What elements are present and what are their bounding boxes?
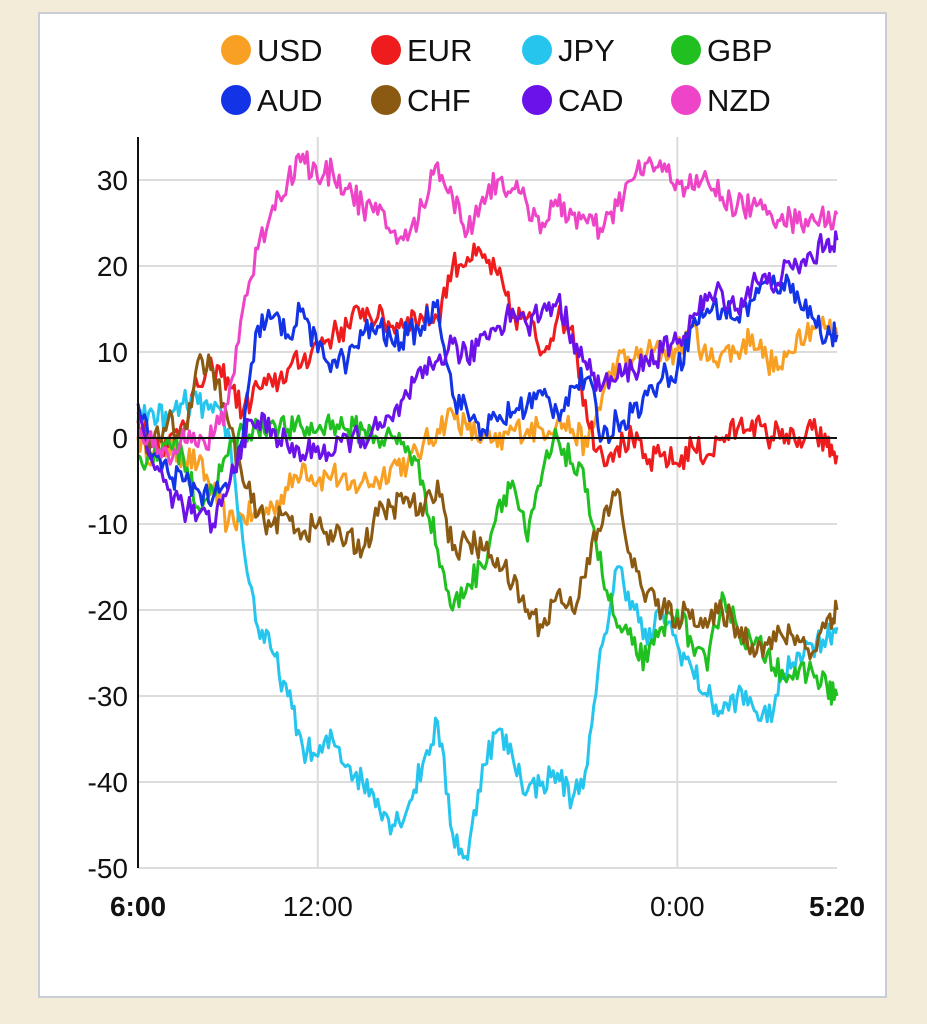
- y-tick-label: -20: [88, 595, 128, 626]
- legend-marker-aud: [221, 85, 251, 115]
- series-line-gbp: [137, 412, 839, 706]
- legend-label-usd: USD: [257, 33, 322, 68]
- legend-marker-gbp: [671, 35, 701, 65]
- legend-label-aud: AUD: [257, 83, 322, 118]
- legend-label-gbp: GBP: [707, 33, 772, 68]
- x-tick-label: 12:00: [283, 891, 353, 922]
- series-line-chf: [137, 353, 839, 661]
- y-tick-label: -30: [88, 681, 128, 712]
- axes: [137, 137, 837, 868]
- legend: USD EUR JPY GBP AUD CHF CAD NZD: [221, 33, 772, 118]
- series-line-aud: [136, 272, 839, 508]
- chart-card: [38, 12, 887, 998]
- series-line-eur: [136, 242, 839, 472]
- legend-marker-cad: [522, 85, 552, 115]
- y-tick-label: 20: [97, 251, 128, 282]
- y-tick-label: -50: [88, 853, 128, 884]
- y-tick-label: 30: [97, 165, 128, 196]
- y-tick-label: 10: [97, 337, 128, 368]
- x-tick-label: 0:00: [650, 891, 705, 922]
- x-tick-label: 6:00: [110, 891, 166, 922]
- y-tick-label: -10: [88, 509, 128, 540]
- x-tick-label: 5:20: [809, 891, 865, 922]
- legend-marker-usd: [221, 35, 251, 65]
- series-line-jpy: [136, 388, 839, 861]
- legend-marker-eur: [371, 35, 401, 65]
- y-tick-label: -40: [88, 767, 128, 798]
- series-lines: [136, 150, 839, 861]
- legend-label-cad: CAD: [558, 83, 623, 118]
- legend-marker-chf: [371, 85, 401, 115]
- series-line-nzd: [136, 150, 839, 466]
- series-line-cad: [136, 230, 839, 534]
- legend-label-chf: CHF: [407, 83, 471, 118]
- x-axis-ticks: 6:00 12:00 0:00 5:20: [110, 891, 865, 922]
- y-tick-label: 0: [112, 423, 128, 454]
- legend-label-nzd: NZD: [707, 83, 771, 118]
- legend-marker-nzd: [671, 85, 701, 115]
- legend-marker-jpy: [522, 35, 552, 65]
- legend-label-eur: EUR: [407, 33, 472, 68]
- y-axis-ticks: 30 20 10 0 -10 -20 -30 -40 -50: [88, 165, 128, 884]
- legend-label-jpy: JPY: [558, 33, 615, 68]
